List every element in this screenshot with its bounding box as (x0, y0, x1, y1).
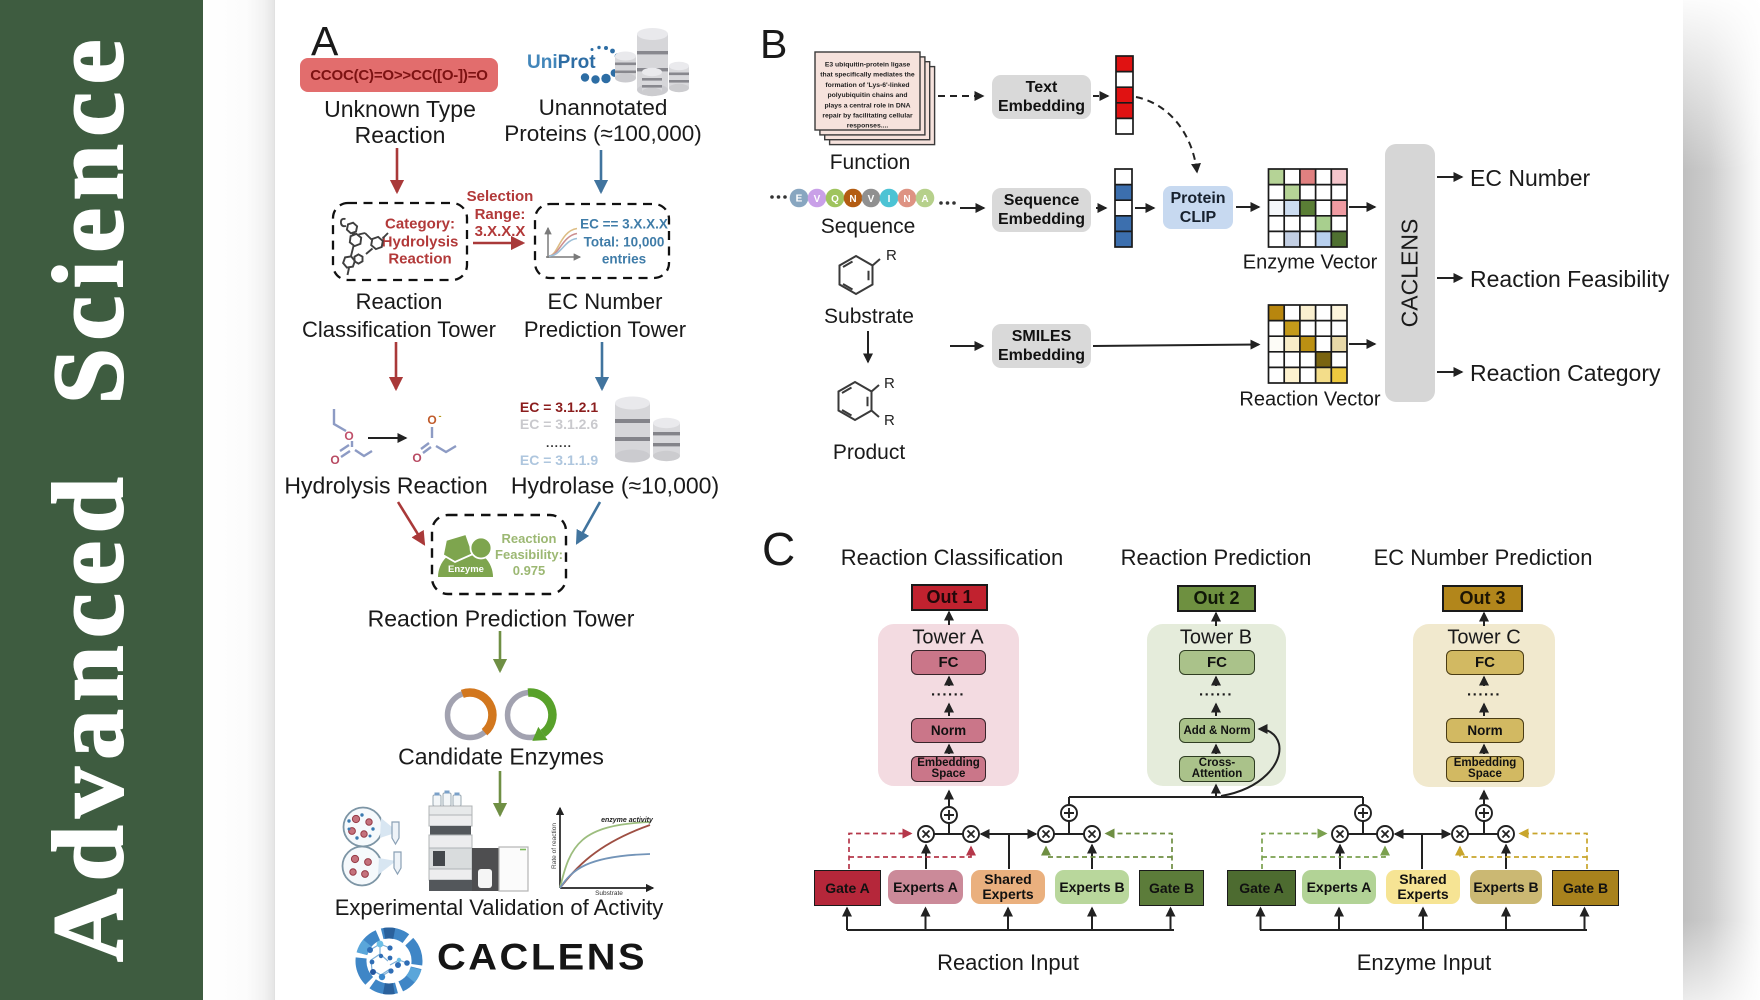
svg-text:R: R (884, 412, 895, 429)
svg-text:E: E (796, 194, 803, 205)
svg-text:I: I (888, 194, 891, 205)
svg-text:responses....: responses.... (847, 123, 889, 130)
svg-text:formation of 'Lys-6'-linked: formation of 'Lys-6'-linked (825, 82, 909, 89)
svg-text:Q: Q (831, 194, 839, 205)
svg-text:R: R (884, 375, 895, 392)
svg-text:A: A (921, 194, 928, 205)
svg-text:O: O (412, 451, 421, 465)
svg-text:O: O (427, 413, 436, 427)
svg-text:E3 ubiquitin-protein ligase: E3 ubiquitin-protein ligase (825, 62, 911, 69)
svg-text:enzyme activity: enzyme activity (601, 817, 654, 824)
svg-text:V: V (868, 194, 875, 205)
svg-text:N: N (849, 194, 856, 205)
svg-text:-: - (439, 411, 442, 421)
svg-text:plays a central role in DNA: plays a central role in DNA (824, 102, 910, 109)
svg-text:repair by facilitating cellula: repair by facilitating cellular (822, 113, 913, 120)
svg-text:V: V (814, 194, 821, 205)
svg-text:R: R (886, 247, 897, 264)
svg-text:O: O (330, 453, 339, 467)
svg-text:polyubiquitin chains and: polyubiquitin chains and (827, 92, 907, 99)
svg-text:Rate of reaction: Rate of reaction (551, 823, 558, 869)
svg-text:Enzyme: Enzyme (448, 564, 484, 575)
svg-text:N: N (903, 194, 910, 205)
svg-text:Substrate: Substrate (595, 890, 623, 897)
svg-text:O: O (344, 429, 353, 443)
svg-text:that specifically mediates the: that specifically mediates the (820, 72, 915, 79)
